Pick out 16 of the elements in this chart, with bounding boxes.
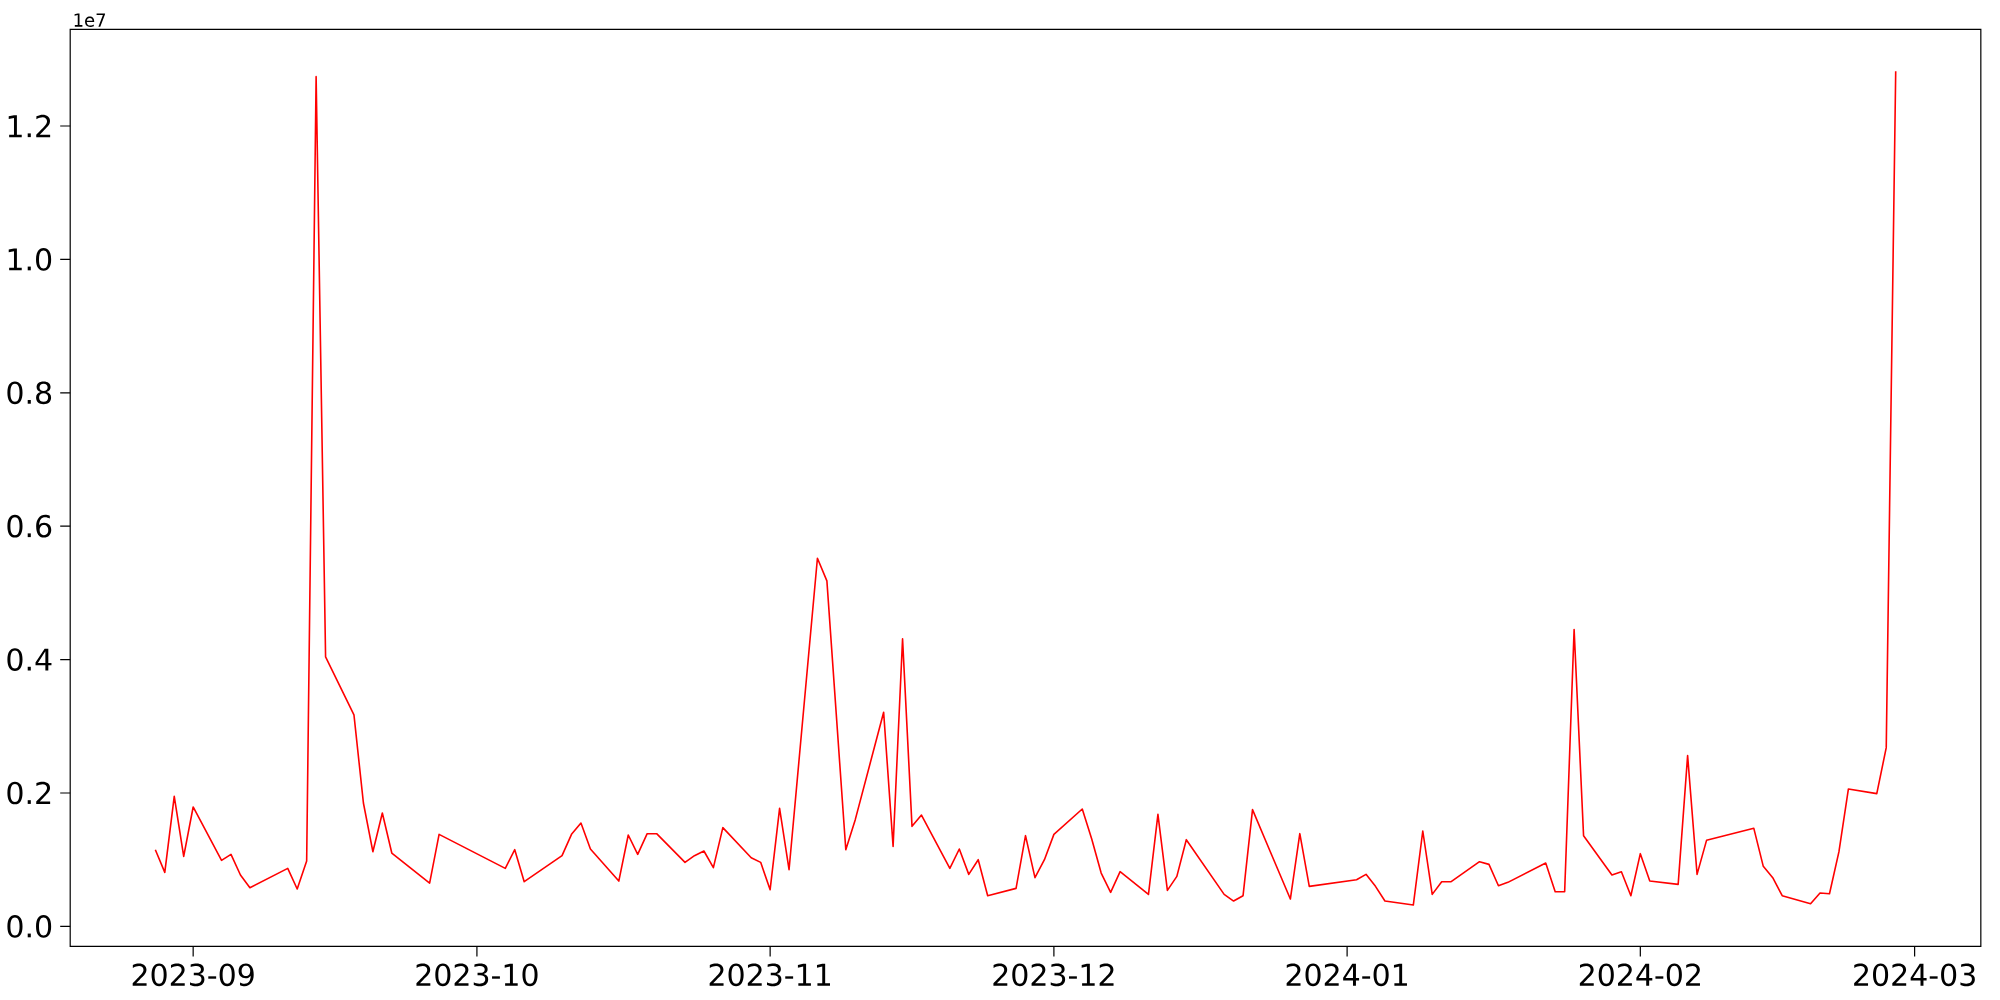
y-tick-label: 0.0	[7, 915, 52, 938]
y-tick-label: 0.8	[7, 381, 52, 405]
y-tick-label: 0.4	[7, 648, 52, 671]
x-tick-label: 2024-03	[1854, 963, 1975, 987]
x-tick-label: 2024-01	[1286, 963, 1407, 987]
y-tick-label: 1.0	[8, 248, 52, 271]
x-tick-label: 2023-09	[132, 963, 254, 987]
text: 1e7	[74, 13, 106, 27]
y-tick-label: 0.6	[7, 514, 52, 538]
x-tick-label: 2023-11	[709, 963, 830, 987]
line-series	[154, 70, 1897, 906]
x-tick-label: 2024-02	[1579, 963, 1700, 987]
y-tick-label: 1.2	[8, 114, 51, 138]
x-tick-label: 2023-12	[993, 963, 1114, 987]
y-tick-label: 0.2	[7, 781, 51, 805]
x-tick-label: 2023-10	[416, 963, 538, 987]
